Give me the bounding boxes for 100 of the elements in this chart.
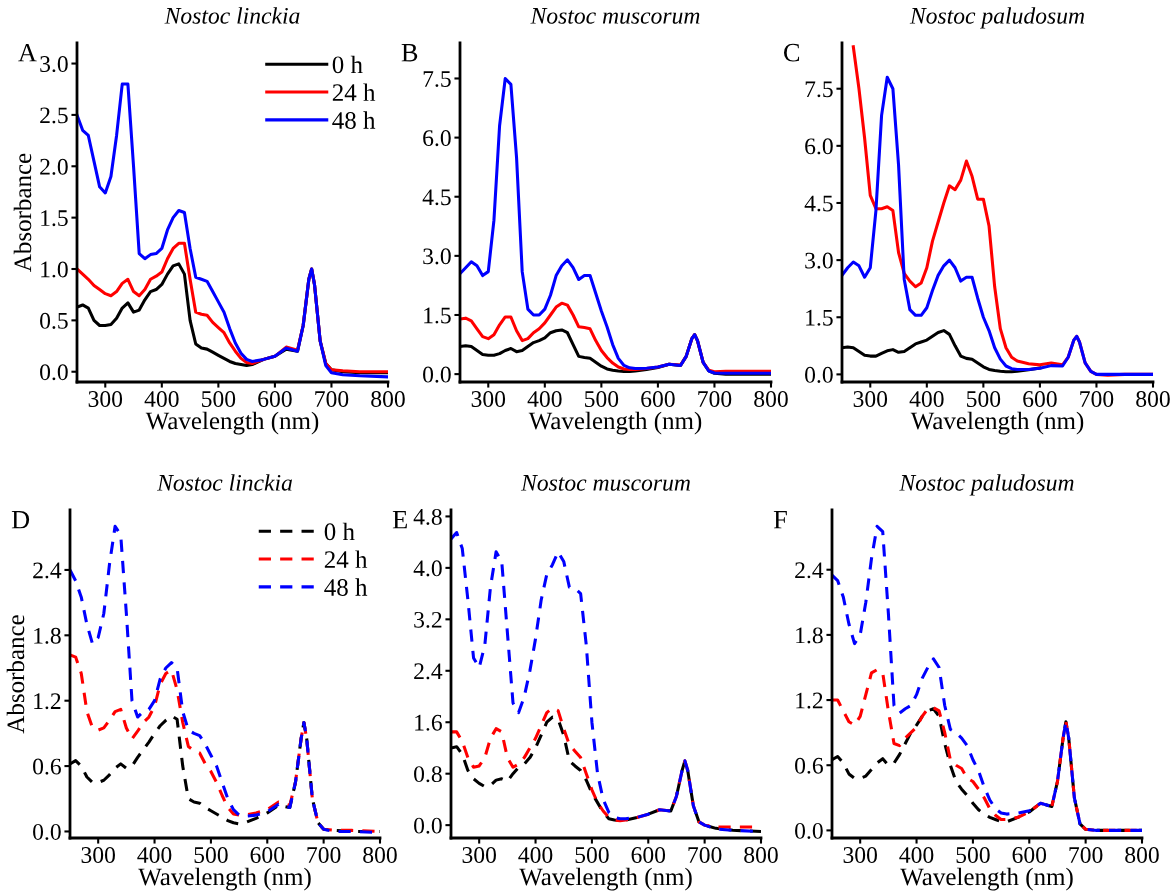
x-tick-label: 800 xyxy=(1125,847,1159,863)
x-tick-label: 600 xyxy=(250,847,285,863)
x-tick-label: 400 xyxy=(144,391,179,407)
x-tick-label: 600 xyxy=(1012,847,1047,863)
x-tick-label: 600 xyxy=(1023,391,1057,407)
y-tick-label: 6.0 xyxy=(805,138,833,155)
line-series xyxy=(460,76,771,375)
x-tick-label: 500 xyxy=(585,391,619,407)
x-tick-label: 500 xyxy=(194,847,228,863)
y-tick-label: 1.5 xyxy=(41,210,68,227)
x-tick-label: 600 xyxy=(631,847,666,863)
x-axis-title: Wavelength (nm) xyxy=(145,411,319,435)
legend-label: 48 h xyxy=(324,578,368,596)
legend-label: 0 h xyxy=(324,522,355,541)
y-tick-label: 2.4 xyxy=(414,663,443,680)
chart-title: Nostoc muscorum xyxy=(530,8,700,24)
y-tick-label: 1.5 xyxy=(806,309,833,326)
y-tick-label: 7.5 xyxy=(805,81,833,98)
chart-title: Nostoc linckia xyxy=(156,474,292,491)
text: A xyxy=(18,43,37,62)
y-tick-label: 1.8 xyxy=(796,627,823,644)
y-tick-label: 2.5 xyxy=(40,107,68,124)
x-tick-label: 400 xyxy=(899,847,934,863)
legend-label: 24 h xyxy=(332,83,376,101)
x-tick-label: 300 xyxy=(843,847,877,863)
y-tick-label: 1.8 xyxy=(34,627,61,644)
x-tick-label: 300 xyxy=(462,847,496,863)
x-tick-label: 700 xyxy=(698,391,732,407)
y-tick-label: 0.0 xyxy=(423,366,451,383)
x-tick-label: 700 xyxy=(315,391,349,407)
x-axis-title: Wavelength (nm) xyxy=(900,867,1073,891)
x-tick-label: 500 xyxy=(575,847,609,863)
x-tick-label: 600 xyxy=(258,391,292,407)
y-tick-label: 7.5 xyxy=(423,71,451,87)
y-tick-label: 1.5 xyxy=(424,307,451,324)
x-tick-label: 500 xyxy=(967,391,1001,407)
x-tick-label: 800 xyxy=(363,847,397,863)
line-series xyxy=(832,524,1142,832)
x-tick-label: 400 xyxy=(518,847,553,863)
x-axis-title: Wavelength (nm) xyxy=(519,867,692,891)
y-tick-label: 0.8 xyxy=(414,766,442,783)
chart-title: Nostoc muscorum xyxy=(520,475,690,491)
x-tick-label: 500 xyxy=(202,391,236,407)
y-tick-label: 4.5 xyxy=(804,195,833,212)
y-tick-label: 2.4 xyxy=(795,562,824,579)
y-tick-label: 4.5 xyxy=(422,189,451,206)
x-tick-label: 400 xyxy=(909,391,944,407)
line-series xyxy=(77,82,388,379)
legend-label: 48 h xyxy=(332,111,376,129)
x-tick-label: 800 xyxy=(1136,391,1170,407)
x-tick-label: 300 xyxy=(81,847,115,863)
y-tick-label: 4.0 xyxy=(413,560,442,577)
x-tick-label: 800 xyxy=(371,391,405,407)
x-tick-label: 700 xyxy=(307,847,341,863)
text: E xyxy=(392,511,407,529)
x-tick-label: 300 xyxy=(471,391,506,407)
y-tick-label: 3.2 xyxy=(414,611,442,628)
legend-label: 24 h xyxy=(324,550,368,568)
legend-label: 0 h xyxy=(332,55,363,74)
y-tick-label: 1.6 xyxy=(415,714,442,731)
y-tick-label: 4.8 xyxy=(413,508,442,525)
y-tick-label: 0.6 xyxy=(33,758,61,775)
y-tick-label: 0.6 xyxy=(795,757,823,774)
y-tick-label: 3.0 xyxy=(805,252,833,269)
y-tick-label: 1.2 xyxy=(34,693,61,710)
y-tick-label: 0.0 xyxy=(795,822,823,839)
y-axis-title: Absorbance xyxy=(13,153,32,272)
y-tick-label: 1.2 xyxy=(796,692,823,709)
chart-title: Nostoc paludosum xyxy=(909,7,1085,29)
y-tick-label: 0.0 xyxy=(40,364,68,381)
y-tick-label: 6.0 xyxy=(423,130,451,147)
x-tick-label: 800 xyxy=(744,847,778,863)
text: F xyxy=(773,511,787,529)
x-tick-label: 500 xyxy=(956,847,990,863)
y-tick-label: 2.4 xyxy=(33,562,62,579)
x-tick-label: 300 xyxy=(88,391,123,407)
y-tick-label: 0.0 xyxy=(33,823,61,840)
x-tick-label: 400 xyxy=(527,391,562,407)
x-axis-title: Wavelength (nm) xyxy=(528,411,702,435)
x-tick-label: 700 xyxy=(1069,847,1103,863)
x-tick-label: 600 xyxy=(641,391,675,407)
y-tick-label: 3.0 xyxy=(40,56,68,73)
y-tick-label: 1.0 xyxy=(41,261,68,278)
y-tick-label: 2.0 xyxy=(40,158,68,175)
text: D xyxy=(11,511,30,529)
y-tick-label: 0.5 xyxy=(40,312,68,329)
y-tick-label: 0.0 xyxy=(805,366,833,383)
x-axis-title: Wavelength (nm) xyxy=(138,867,311,891)
x-axis-title: Wavelength (nm) xyxy=(910,411,1084,435)
text: C xyxy=(783,43,800,62)
x-tick-label: 700 xyxy=(688,847,722,863)
x-tick-label: 700 xyxy=(1080,391,1114,407)
chart-title: Nostoc paludosum xyxy=(899,474,1074,496)
y-tick-label: 3.0 xyxy=(423,248,451,265)
chart-title: Nostoc linckia xyxy=(164,7,300,24)
y-axis-title: Absorbance xyxy=(6,615,25,734)
x-tick-label: 400 xyxy=(137,847,172,863)
x-tick-label: 300 xyxy=(853,391,888,407)
text: B xyxy=(401,44,418,62)
x-tick-label: 800 xyxy=(754,391,788,407)
